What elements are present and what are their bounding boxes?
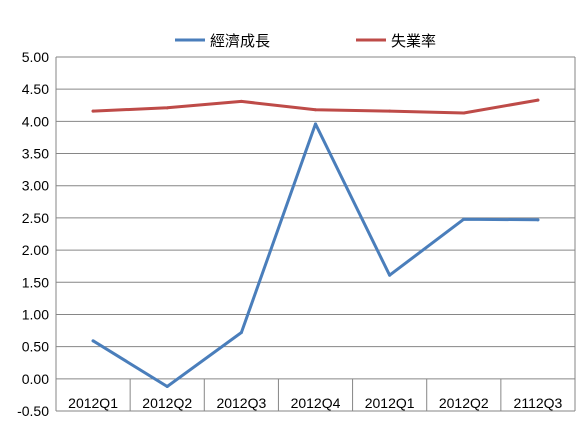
legend-label: 經濟成長 xyxy=(210,33,270,50)
x-tick-label: 2012Q1 xyxy=(68,395,118,411)
data-point xyxy=(91,339,95,343)
data-point xyxy=(91,109,95,113)
y-tick-label: 4.50 xyxy=(22,81,49,97)
data-point xyxy=(536,218,540,222)
legend-label: 失業率 xyxy=(391,33,436,50)
y-tick-label: 3.50 xyxy=(22,146,49,162)
data-point xyxy=(165,106,169,110)
x-tick-label: 2012Q2 xyxy=(142,395,192,411)
data-point xyxy=(165,385,169,389)
x-tick-label: 2012Q2 xyxy=(439,395,489,411)
data-point xyxy=(314,108,317,112)
y-tick-label: 2.00 xyxy=(22,242,49,258)
y-tick-label: 5.00 xyxy=(22,49,49,65)
data-point xyxy=(314,122,317,126)
y-tick-label: 0.50 xyxy=(22,339,49,355)
data-point xyxy=(239,99,243,103)
data-point xyxy=(388,109,392,113)
y-tick-label: 1.50 xyxy=(22,274,49,290)
x-tick-label: 2012Q3 xyxy=(216,395,266,411)
y-tick-label: 4.00 xyxy=(22,113,49,129)
y-tick-label: 1.00 xyxy=(22,306,49,322)
y-tick-label: 2.50 xyxy=(22,210,49,226)
data-point xyxy=(462,217,466,221)
y-tick-label: -0.50 xyxy=(17,403,49,419)
y-tick-label: 0.00 xyxy=(22,371,49,387)
data-point xyxy=(462,111,466,115)
data-point xyxy=(536,98,540,102)
x-tick-label: 2112Q3 xyxy=(514,395,563,411)
x-tick-label: 2012Q1 xyxy=(365,395,415,411)
y-tick-label: 3.00 xyxy=(22,178,49,194)
data-point xyxy=(388,273,392,277)
data-point xyxy=(239,330,243,334)
x-tick-label: 2012Q4 xyxy=(291,395,341,411)
